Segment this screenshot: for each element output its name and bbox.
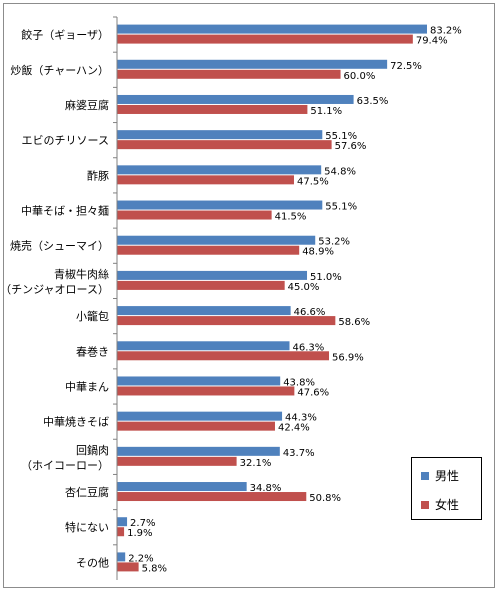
data-label-female: 42.4%	[278, 423, 310, 434]
bar-male	[117, 411, 283, 421]
bar-male	[117, 376, 281, 386]
data-label-male: 63.5%	[357, 96, 389, 107]
category-label: 酢豚	[87, 168, 109, 182]
data-label-male: 55.1%	[325, 131, 357, 142]
data-label-male: 43.7%	[283, 448, 315, 459]
data-label-male: 2.7%	[130, 518, 155, 529]
category-label: 杏仁豆腐	[65, 485, 109, 499]
bar-female	[117, 386, 295, 396]
data-label-female: 79.4%	[416, 36, 448, 47]
bar-female	[117, 492, 307, 502]
category-label: 青椒牛肉絲（チンジャオロース）	[0, 267, 109, 296]
data-label-female: 48.9%	[302, 247, 334, 258]
category-label: 小籠包	[76, 309, 109, 323]
category-label: 中華焼きそば	[43, 416, 109, 429]
legend-item-female: 女性	[421, 496, 459, 513]
category-label: 中華まん	[65, 380, 109, 393]
data-label-male: 44.3%	[285, 413, 317, 424]
legend-label-male: 男性	[435, 469, 460, 483]
category-label: 麻婆豆腐	[65, 98, 109, 112]
bar-female	[117, 456, 237, 466]
data-label-female: 57.6%	[335, 141, 367, 152]
bar-male	[117, 59, 388, 69]
legend-item-male: 男性	[421, 467, 459, 484]
bar-male	[117, 200, 323, 210]
data-label-female: 45.0%	[288, 282, 320, 293]
data-label-female: 32.1%	[240, 458, 272, 469]
bar-female	[117, 280, 285, 290]
bar-male	[117, 94, 354, 104]
bar-male	[117, 165, 322, 175]
data-label-female: 41.5%	[275, 212, 307, 223]
bar-male	[117, 341, 290, 351]
bar-female	[117, 175, 294, 185]
bar-male	[117, 552, 126, 562]
data-label-male: 46.3%	[293, 342, 325, 353]
data-label-male: 43.8%	[283, 377, 315, 388]
legend-label-female: 女性	[435, 498, 460, 512]
data-label-male: 46.6%	[294, 307, 326, 318]
bar-female	[117, 210, 272, 220]
bars-layer	[117, 24, 427, 572]
bar-male	[117, 482, 247, 492]
data-label-male: 55.1%	[325, 202, 357, 213]
bar-male	[117, 235, 316, 245]
data-label-male: 51.0%	[310, 272, 342, 283]
bar-female	[117, 316, 336, 326]
category-label: 焼売（シューマイ）	[10, 240, 109, 253]
data-label-female: 51.1%	[310, 106, 342, 117]
bar-male	[117, 130, 323, 140]
bar-female	[117, 527, 125, 537]
category-label: その他	[76, 556, 109, 569]
data-label-female: 47.6%	[297, 387, 329, 398]
ticks-layer	[113, 16, 117, 546]
bar-female	[117, 351, 330, 361]
bar-female	[117, 421, 275, 431]
category-label: 春巻き	[76, 345, 109, 358]
bar-male	[117, 517, 128, 527]
category-label: 特にない	[65, 520, 109, 534]
bar-male	[117, 24, 427, 34]
legend-swatch-male	[421, 471, 429, 480]
bar-female	[117, 34, 413, 44]
labels-layer: 餃子（ギョーザ） 83.2%79.4% 炒飯（チャーハン） 72.5% 60.0% 麻婆豆…	[0, 26, 462, 575]
bar-female	[117, 245, 300, 255]
data-label-male: 34.8%	[250, 483, 282, 494]
bar-female	[117, 562, 139, 572]
bar-male	[117, 446, 280, 456]
legend: 男性 女性	[411, 457, 482, 520]
category-label: 回鍋肉（ホイコーロー）	[21, 443, 109, 472]
bar-female	[117, 104, 308, 114]
data-label-female: 1.9%	[127, 528, 152, 539]
bar-male	[117, 270, 308, 280]
data-label-male: 53.2%	[318, 237, 350, 248]
category-label: エビのチリソース	[22, 134, 109, 147]
data-label-male: 54.8%	[324, 166, 356, 177]
category-label: 炒飯（チャーハン）	[10, 63, 109, 77]
data-label-female: 60.0%	[344, 71, 376, 82]
data-label-female: 50.8%	[309, 493, 341, 504]
bar-female	[117, 140, 332, 150]
data-label-male: 2.2%	[128, 553, 153, 564]
data-label-female: 47.5%	[297, 176, 329, 187]
data-label-female: 58.6%	[338, 317, 370, 328]
data-label-male: 72.5%	[390, 61, 422, 72]
data-label-female: 56.9%	[332, 352, 364, 363]
category-label: 餃子（ギョーザ）	[21, 28, 109, 42]
bar-female	[117, 69, 341, 79]
category-label: 中華そば・担々麺	[21, 204, 109, 218]
data-label-male: 83.2%	[430, 26, 462, 37]
bar-male	[117, 306, 291, 316]
data-label-female: 5.8%	[142, 563, 167, 574]
legend-swatch-female	[421, 500, 429, 509]
